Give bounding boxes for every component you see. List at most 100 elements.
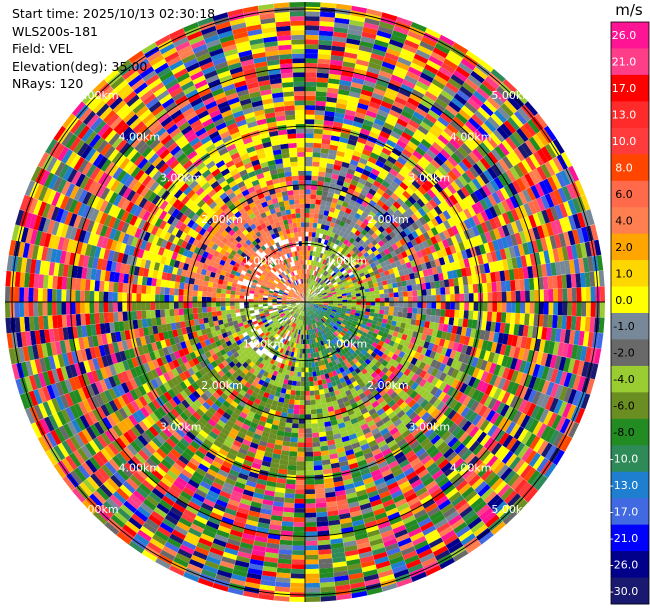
gate xyxy=(346,308,352,312)
gate xyxy=(438,66,453,78)
gate xyxy=(390,180,400,189)
gate xyxy=(430,308,437,316)
gate xyxy=(340,248,347,255)
gate xyxy=(342,295,347,299)
gate xyxy=(331,291,337,295)
gate xyxy=(392,100,405,110)
gate xyxy=(316,261,321,267)
gate xyxy=(299,353,303,359)
gate xyxy=(461,105,475,118)
gate xyxy=(555,172,567,188)
gate xyxy=(450,181,461,192)
gate xyxy=(416,313,422,321)
gate xyxy=(404,144,416,154)
gate xyxy=(380,214,388,223)
gate xyxy=(370,184,379,192)
gate xyxy=(568,329,576,345)
gate xyxy=(296,381,301,387)
gate xyxy=(314,114,325,121)
gate xyxy=(516,177,527,192)
gate xyxy=(305,362,309,368)
gate xyxy=(324,260,329,266)
gate xyxy=(326,92,338,99)
gate xyxy=(455,66,471,79)
gate xyxy=(548,249,555,263)
gate xyxy=(463,310,469,319)
gate xyxy=(472,310,479,320)
gate xyxy=(386,47,401,57)
gate xyxy=(437,241,445,250)
gate xyxy=(319,157,328,164)
gate xyxy=(518,324,525,337)
gate xyxy=(417,186,427,196)
gate xyxy=(387,245,395,253)
gate xyxy=(297,451,305,457)
gate xyxy=(315,276,319,282)
gate xyxy=(314,288,319,292)
gate xyxy=(458,62,473,75)
gate xyxy=(371,168,380,177)
gate xyxy=(308,236,312,242)
gate xyxy=(351,296,357,300)
gate xyxy=(399,238,407,246)
gate xyxy=(443,127,456,139)
gate xyxy=(305,299,309,302)
gate xyxy=(305,255,308,260)
gate xyxy=(368,131,380,140)
gate xyxy=(326,240,332,247)
gate xyxy=(336,214,344,221)
gate xyxy=(305,250,308,256)
gate xyxy=(357,162,366,170)
gate xyxy=(365,110,378,119)
gate xyxy=(390,250,397,258)
gate xyxy=(326,196,333,203)
gate xyxy=(320,398,327,404)
gate xyxy=(397,56,412,67)
gate xyxy=(305,372,309,377)
gate xyxy=(488,229,497,241)
gate xyxy=(539,289,545,302)
gate xyxy=(369,57,383,66)
gate xyxy=(470,70,485,84)
gate xyxy=(315,497,327,504)
gate xyxy=(596,332,604,349)
gate xyxy=(335,3,352,11)
gate xyxy=(306,278,308,284)
gate xyxy=(503,99,518,114)
gate xyxy=(333,27,348,34)
gate xyxy=(409,154,420,164)
gate xyxy=(476,87,490,100)
gate xyxy=(389,273,396,279)
gate xyxy=(528,170,539,185)
gate xyxy=(337,280,343,285)
gate xyxy=(488,262,495,273)
gate xyxy=(493,109,507,124)
gate xyxy=(534,289,540,302)
gate xyxy=(331,197,339,204)
gate xyxy=(449,262,457,271)
gate xyxy=(305,100,316,106)
gate xyxy=(491,311,497,322)
gate xyxy=(362,218,370,226)
gate xyxy=(459,302,465,311)
gate xyxy=(388,257,395,264)
gate xyxy=(420,282,427,290)
gate xyxy=(292,536,305,542)
gate xyxy=(336,179,344,187)
gate xyxy=(379,289,385,295)
gate xyxy=(354,146,364,154)
gate xyxy=(376,263,383,270)
gate xyxy=(305,298,309,302)
gate xyxy=(310,284,314,290)
gate xyxy=(341,291,347,295)
gate xyxy=(385,139,397,148)
gate xyxy=(417,207,427,217)
gate xyxy=(299,348,303,354)
gate xyxy=(305,299,310,302)
gate xyxy=(305,578,320,584)
gate xyxy=(374,236,382,243)
gate xyxy=(316,283,321,289)
gate xyxy=(501,171,512,185)
gate xyxy=(510,280,516,291)
gate xyxy=(289,441,298,448)
